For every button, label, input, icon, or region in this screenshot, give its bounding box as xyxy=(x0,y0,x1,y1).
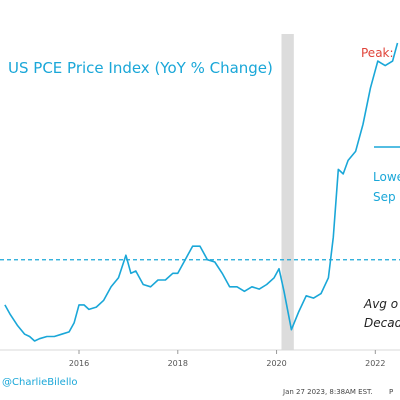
annotation-avg-1: Avg o xyxy=(363,297,398,311)
annotation-peak: Peak: xyxy=(361,46,394,60)
x-tick-label: 2016 xyxy=(69,359,89,368)
timestamp-tail: P xyxy=(389,388,393,396)
timestamp: Jan 27 2023, 8:38AM EST. xyxy=(282,388,373,396)
annotation-low-1: Lowe xyxy=(373,170,400,184)
x-tick-label: 2018 xyxy=(168,359,188,368)
recession-shading xyxy=(281,34,294,350)
series-line-pce xyxy=(4,42,399,342)
annotation-low-2: Sep ' xyxy=(373,190,400,204)
x-ticks: 2016 2018 2020 2022 xyxy=(69,350,385,368)
x-tick-label: 2020 xyxy=(266,359,286,368)
chart-title: US PCE Price Index (YoY % Change) xyxy=(8,59,273,77)
annotation-avg-2: Decad xyxy=(364,316,400,330)
author-handle: @CharlieBilello xyxy=(2,377,78,388)
x-tick-label: 2022 xyxy=(365,359,385,368)
